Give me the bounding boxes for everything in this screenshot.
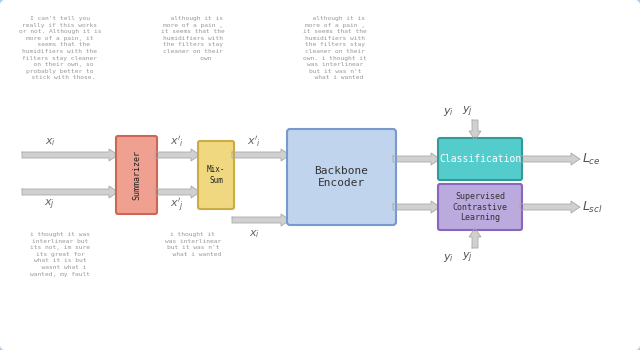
Text: $x_j$: $x_j$ [45,198,56,212]
Polygon shape [469,228,481,248]
Text: $x'_j$: $x'_j$ [170,196,184,214]
Text: $L_{ce}$: $L_{ce}$ [582,152,601,167]
Polygon shape [393,153,440,165]
Polygon shape [469,120,481,140]
FancyBboxPatch shape [438,184,522,230]
Text: Mix-
Sum: Mix- Sum [207,165,225,185]
FancyBboxPatch shape [116,136,157,214]
Text: $x'_i$: $x'_i$ [247,135,261,149]
Polygon shape [232,214,290,226]
Text: Classification: Classification [439,154,521,164]
Text: $y_j$: $y_j$ [463,105,474,119]
Text: $x'_i$: $x'_i$ [170,135,184,149]
FancyBboxPatch shape [287,129,396,225]
Text: although it is
more of a pain ,
it seems that the
humidifiers with
the filters s: although it is more of a pain , it seems… [303,16,367,80]
Polygon shape [520,153,580,165]
Polygon shape [393,201,440,213]
Text: $y_i$: $y_i$ [442,252,454,264]
Text: $L_{scl}$: $L_{scl}$ [582,199,603,215]
Polygon shape [155,149,200,161]
Polygon shape [22,186,118,198]
Text: $y_i$: $y_i$ [442,106,454,118]
Text: i thought it was
interlinear but
its not, im sure
its great for
what it is but
 : i thought it was interlinear but its not… [30,232,90,276]
Text: although it is
more of a pain ,
it seems that the
humidifiers with
the filters s: although it is more of a pain , it seems… [161,16,225,61]
Text: Supervised
Contrastive
Learning: Supervised Contrastive Learning [452,192,508,222]
Polygon shape [22,149,118,161]
Text: Backbone
Encoder: Backbone Encoder [314,166,369,188]
Text: $x_i$: $x_i$ [248,228,259,240]
Text: $y_j$: $y_j$ [463,251,474,265]
Polygon shape [520,201,580,213]
Text: $x_i$: $x_i$ [45,136,56,148]
Polygon shape [155,186,200,198]
FancyBboxPatch shape [438,138,522,180]
FancyBboxPatch shape [198,141,234,209]
Text: Summarizer: Summarizer [132,150,141,200]
Text: i thought it
was interlinear
but it was n't
  what i wanted: i thought it was interlinear but it was … [165,232,221,257]
Polygon shape [232,149,290,161]
Text: I can't tell you
really if this works
or not. Although it is
more of a pain, it
: I can't tell you really if this works or… [19,16,101,80]
